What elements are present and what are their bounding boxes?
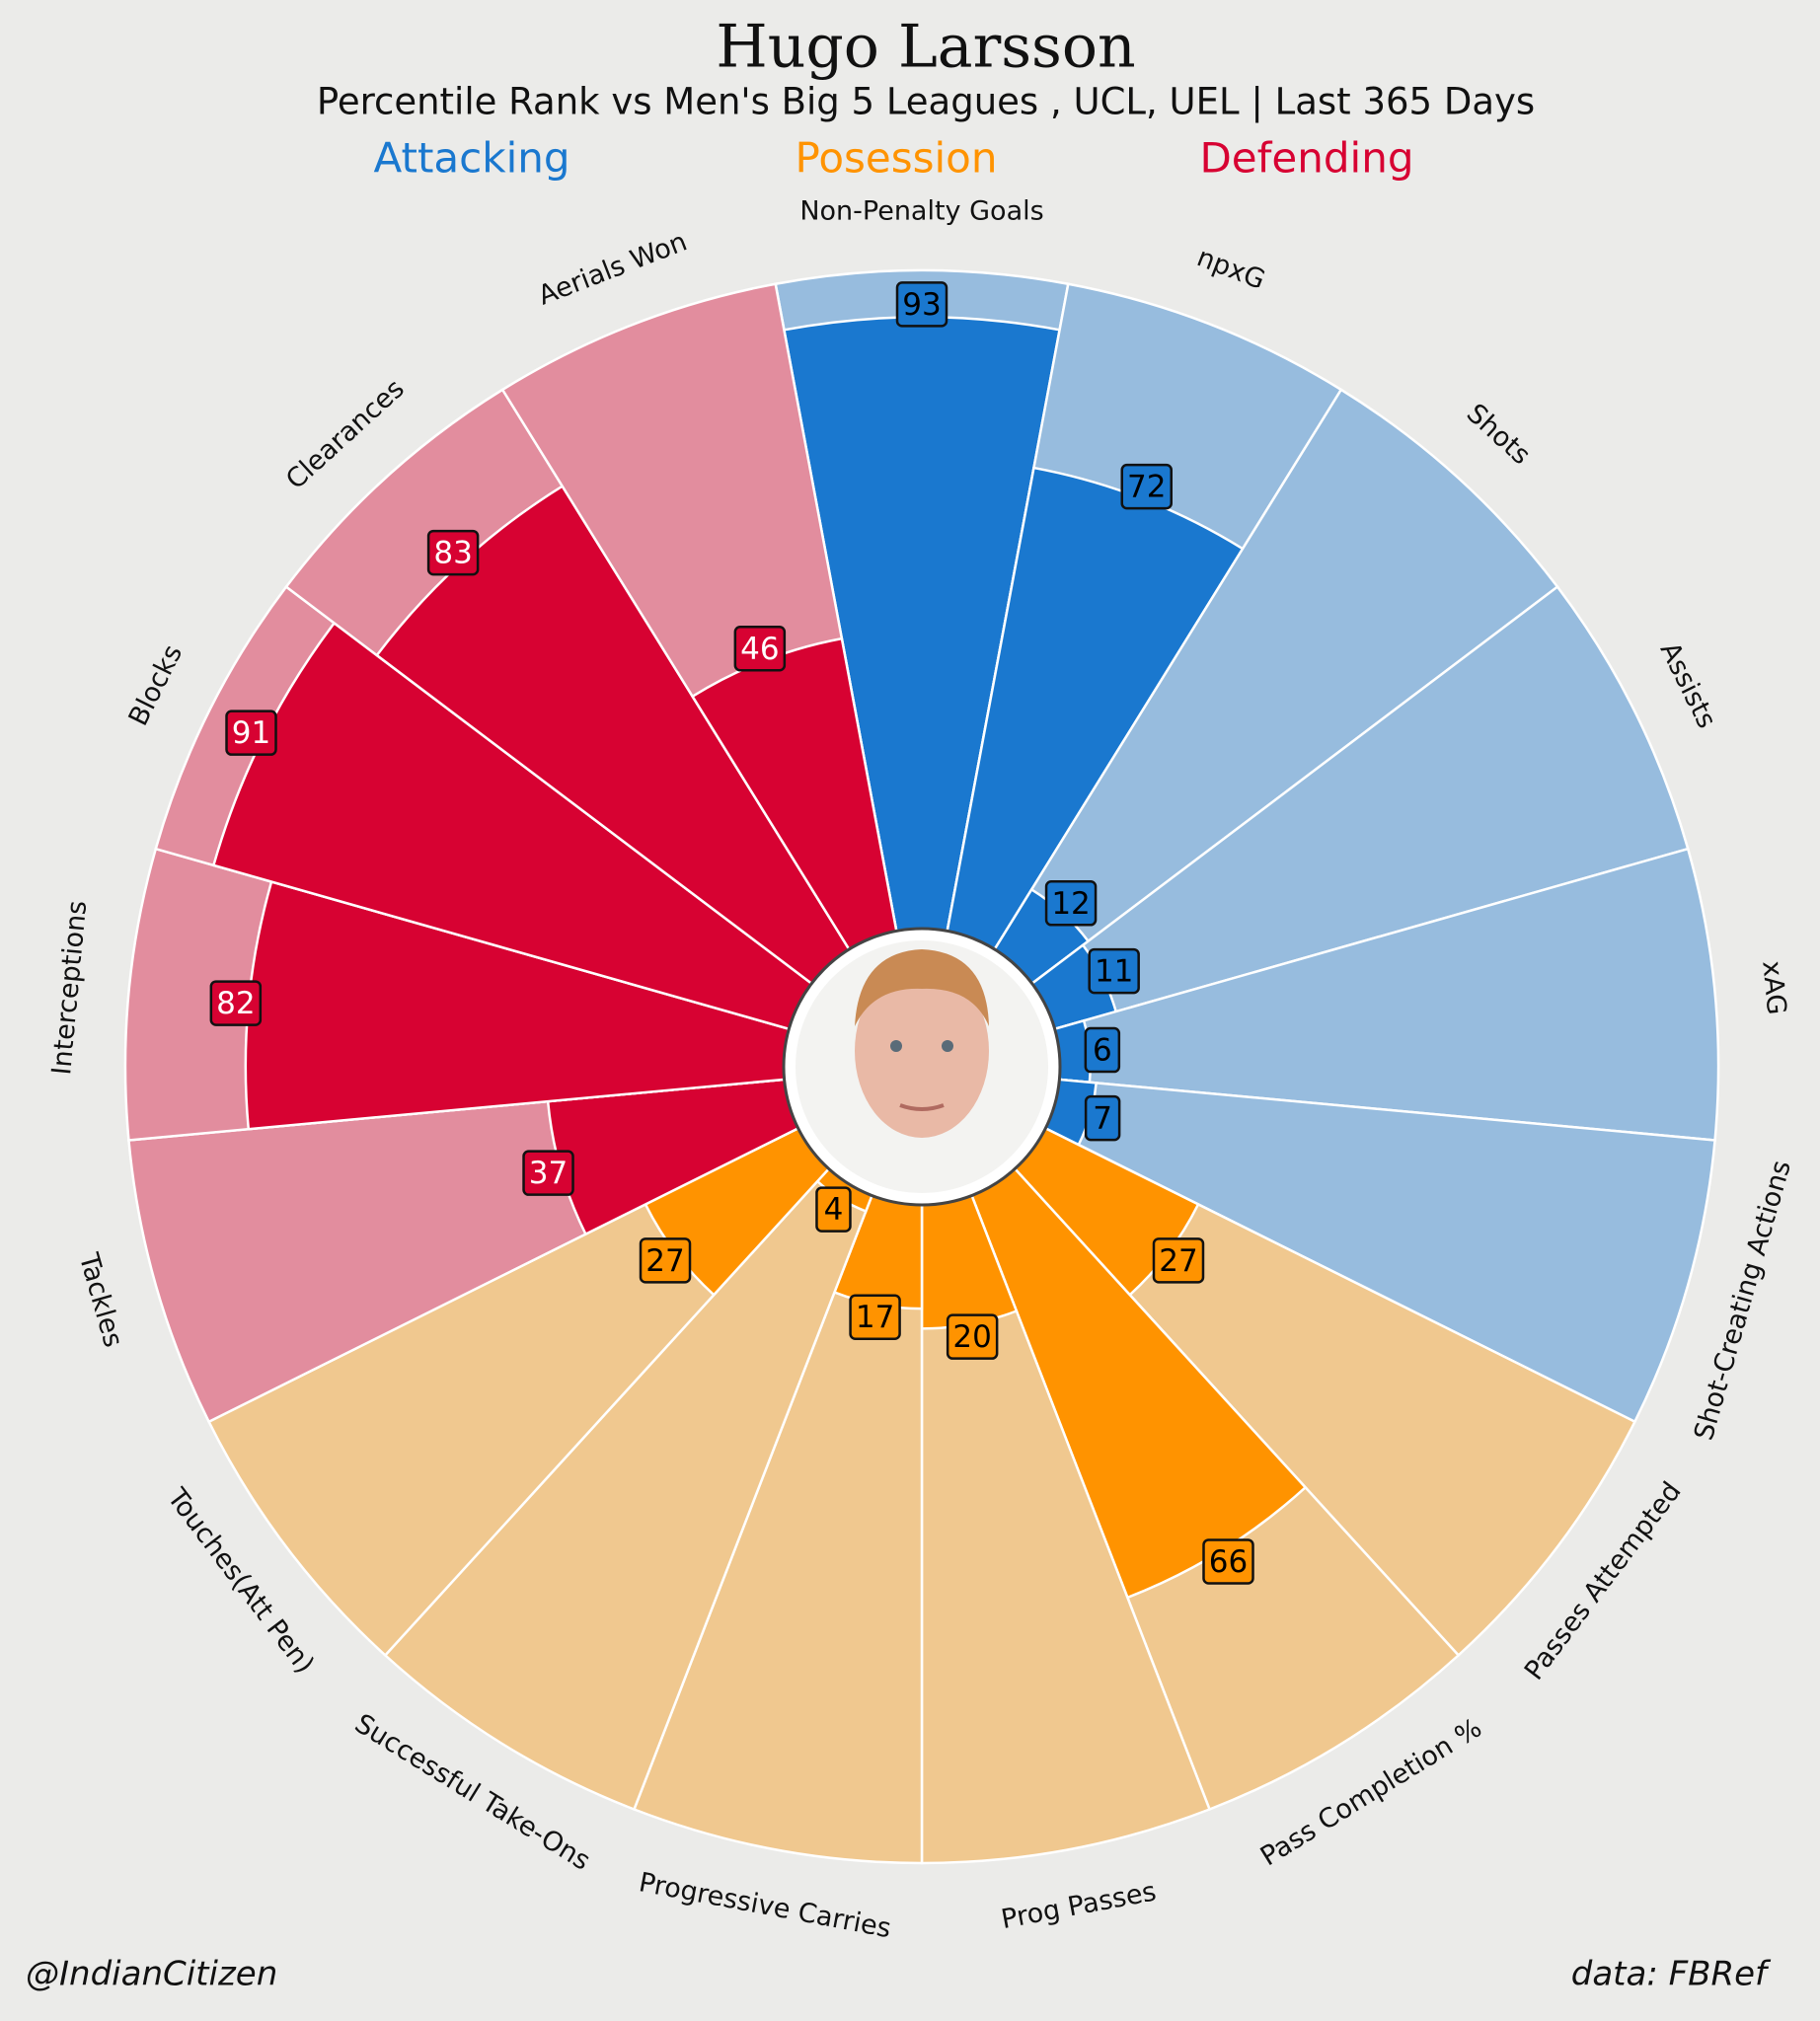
value-label-box	[1084, 1094, 1121, 1142]
value-label-box	[1152, 1237, 1205, 1284]
mouth	[899, 1103, 945, 1111]
value-label: 91	[232, 715, 270, 751]
value-label: 12	[1051, 886, 1090, 922]
value-label-box	[639, 1237, 692, 1284]
value-label: 6	[1093, 1033, 1112, 1069]
face	[855, 964, 989, 1138]
value-label-box	[733, 626, 787, 672]
value-label-box	[849, 1294, 901, 1340]
hair	[855, 949, 989, 1026]
value-label-box	[426, 529, 480, 576]
value-label: 37	[529, 1156, 568, 1191]
value-label-box	[946, 1313, 999, 1360]
value-label-box	[522, 1150, 574, 1196]
value-label-box	[1084, 1026, 1121, 1074]
eye	[942, 1040, 953, 1052]
chart-title: Hugo Larsson	[716, 13, 1135, 82]
value-label-box	[1088, 947, 1140, 995]
value-label: 82	[216, 986, 255, 1021]
value-label-box	[209, 980, 263, 1026]
value-label-box	[225, 710, 277, 756]
value-label-box	[1202, 1538, 1254, 1585]
category-label: xAG	[1756, 959, 1791, 1016]
source: data: FBRef	[1571, 1955, 1772, 1994]
value-label-box	[815, 1186, 852, 1233]
value-label: 27	[645, 1243, 684, 1279]
eye	[890, 1040, 902, 1052]
value-label: 27	[1159, 1243, 1197, 1279]
legend-entry: Posession	[796, 134, 998, 183]
chart-subtitle: Percentile Rank vs Men's Big 5 Leagues ,…	[317, 81, 1535, 123]
value-label-box	[895, 281, 948, 328]
value-label-box	[1120, 463, 1173, 510]
value-label: 93	[902, 287, 941, 323]
value-label: 72	[1127, 470, 1166, 505]
value-label: 4	[824, 1192, 844, 1228]
value-label-box	[1044, 880, 1098, 927]
value-label: 46	[740, 632, 779, 667]
value-label: 66	[1209, 1544, 1248, 1580]
value-label: 20	[952, 1319, 991, 1355]
legend-entry: Defending	[1199, 134, 1413, 183]
value-label: 17	[856, 1300, 894, 1335]
category-label: Non-Penalty Goals	[799, 196, 1043, 227]
center-photo	[782, 927, 1062, 1207]
credit: @IndianCitizen	[26, 1955, 277, 1994]
value-label: 83	[433, 536, 472, 571]
value-label: 11	[1095, 954, 1133, 990]
value-label: 7	[1093, 1101, 1112, 1137]
legend-entry: Attacking	[373, 134, 569, 183]
